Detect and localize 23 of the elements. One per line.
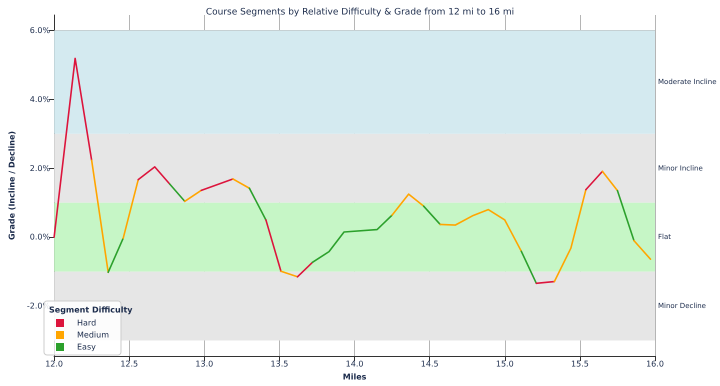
y-tick-label: 0.0% [30,232,51,242]
legend-label: Easy [77,342,96,352]
line-series [312,214,393,264]
y-axis-title: Grade (Incline / Decline) [8,130,16,240]
x-tick-label: 13.5 [270,360,288,368]
x-tick-label: 15.0 [496,360,514,368]
legend-label: Medium [77,330,110,340]
x-tick-label: 14.5 [420,360,439,368]
x-tick-label: 14.0 [346,360,364,368]
x-tick-label: 13.0 [195,360,214,368]
legend-label: Hard [77,318,96,328]
y-tick-label: 6.0% [30,26,51,35]
y-tick-label: 2.0% [30,164,51,173]
x-tick-label: 12.0 [45,360,64,368]
chart-title: Course Segments by Relative Difficulty & Grade from 12 mi to 16 mi [206,8,514,18]
y-tick-label: -2.0% [26,302,50,311]
legend-title: Segment Difficulty [49,306,134,314]
x-tick-label: 15.5 [570,360,589,368]
y-tick-label: 4.0% [30,94,51,104]
x-tick-label: 16.0 [646,360,664,368]
x-tick-label: 12.5 [120,360,138,368]
line-series [439,208,522,252]
x-axis-title: Miles [342,372,367,382]
